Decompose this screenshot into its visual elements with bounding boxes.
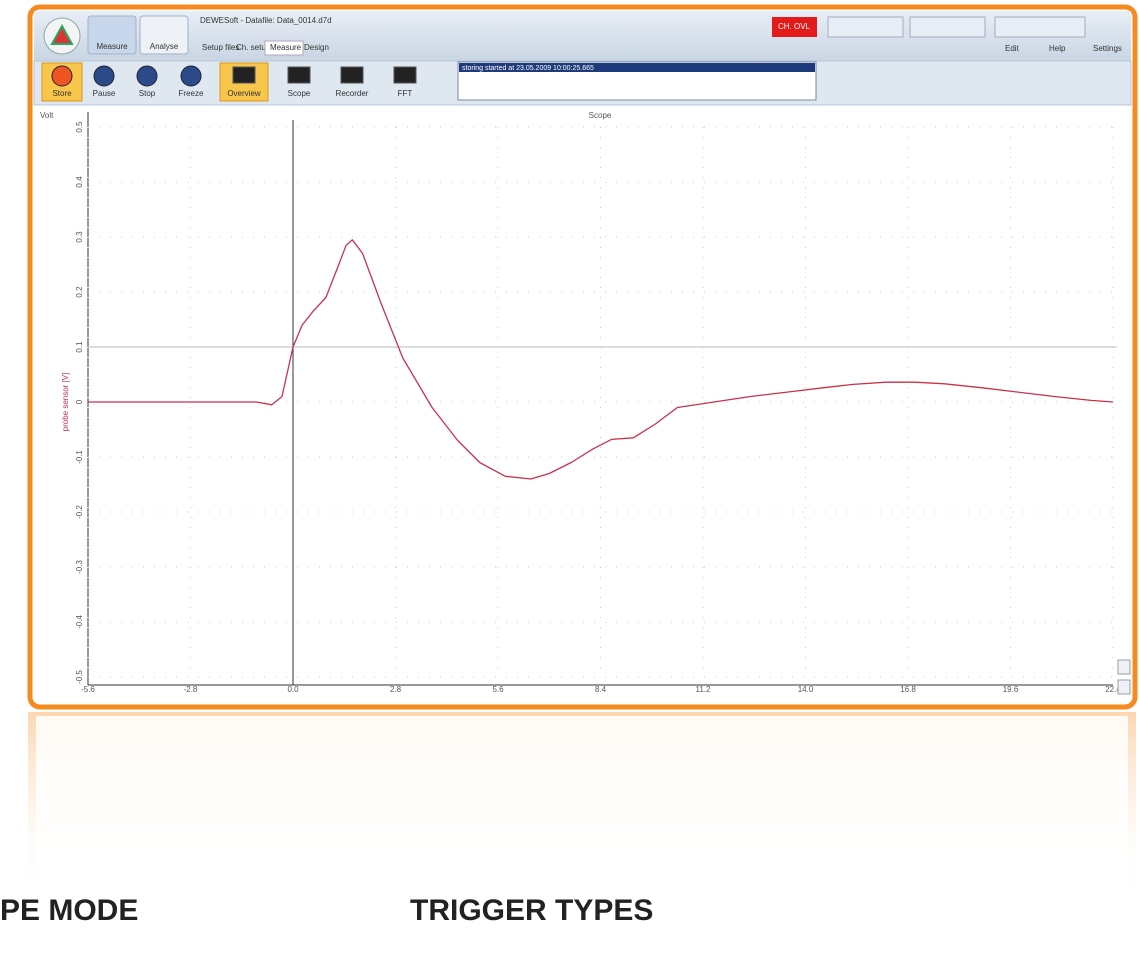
y-tick-label: -0.3 — [75, 560, 84, 574]
toolbar-icon — [393, 66, 417, 84]
x-tick-label: 22.4 — [1105, 685, 1121, 694]
toolbar-icon — [51, 65, 73, 87]
header-link[interactable]: Help — [1049, 44, 1066, 53]
x-tick-label: 19.6 — [1003, 685, 1019, 694]
y-tick-label: 0.4 — [75, 176, 84, 188]
x-tick-label: -2.8 — [184, 685, 198, 694]
x-tick-label: 8.4 — [595, 685, 607, 694]
y-tick-label: -0.4 — [75, 615, 84, 629]
tab[interactable]: Setup files — [202, 43, 239, 52]
zoom-control[interactable] — [1117, 679, 1131, 695]
main-button-label: Measure — [96, 42, 128, 51]
x-tick-label: 0.0 — [287, 685, 299, 694]
toolbar-label[interactable]: Pause — [93, 89, 116, 98]
toolbar-label[interactable]: Scope — [288, 89, 311, 98]
unit-label: Volt — [40, 111, 54, 120]
x-tick-label: -5.6 — [81, 685, 95, 694]
toolbar-label[interactable]: Freeze — [179, 89, 204, 98]
status-clock — [909, 16, 986, 38]
caption: PE MODE — [0, 894, 138, 927]
toolbar-icon — [340, 66, 364, 84]
reflection-inner — [36, 716, 1128, 896]
message-text: storing started at 23.05.2009 10:00:25.6… — [462, 65, 594, 72]
main-button[interactable] — [139, 15, 189, 55]
overload-text: CH. OVL — [778, 22, 811, 31]
main-button-label: Analyse — [150, 42, 179, 51]
toolbar-icon — [136, 65, 158, 87]
zoom-control[interactable] — [1117, 659, 1131, 675]
toolbar-icon — [232, 66, 256, 84]
y-tick-label: 0 — [75, 399, 84, 404]
toolbar-icon — [93, 65, 115, 87]
toolbar-label[interactable]: Recorder — [336, 89, 369, 98]
header-link[interactable]: Edit — [1005, 44, 1020, 53]
toolbar-icon — [180, 65, 202, 87]
message-highlight — [459, 63, 815, 72]
main-button[interactable] — [87, 15, 137, 55]
y-tick-label: -0.5 — [75, 670, 84, 684]
overload-indicator — [772, 17, 817, 37]
x-tick-label: 5.6 — [492, 685, 504, 694]
window-title: DEWESoft - Datafile: Data_0014.d7d — [200, 16, 332, 25]
tab[interactable]: Design — [304, 43, 329, 52]
y-tick-label: -0.2 — [75, 505, 84, 519]
tab[interactable]: Ch. setup — [236, 43, 271, 52]
status-disk — [994, 16, 1086, 38]
y-tick-label: -0.1 — [75, 450, 84, 464]
toolbar-label[interactable]: Stop — [139, 89, 156, 98]
toolbar-icon — [287, 66, 311, 84]
y-tick-label: 0.2 — [75, 286, 84, 298]
logo-icon — [50, 23, 74, 45]
y-tick-label: 0.3 — [75, 231, 84, 243]
toolbar-label[interactable]: Store — [52, 89, 72, 98]
x-tick-label: 2.8 — [390, 685, 402, 694]
window-frame — [27, 4, 1138, 710]
caption: TRIGGER TYPES — [410, 894, 653, 927]
series-line — [88, 239, 1114, 480]
header-link[interactable]: Settings — [1093, 44, 1122, 53]
y-tick-label: 0.5 — [75, 121, 84, 133]
tab-active[interactable] — [264, 40, 304, 56]
x-tick-label: 14.0 — [798, 685, 814, 694]
y-axis-label: probe sensor [V] — [61, 373, 70, 432]
chart-title: Scope — [589, 111, 612, 120]
toolbar-label[interactable]: Overview — [227, 89, 261, 98]
x-tick-label: 16.8 — [900, 685, 916, 694]
toolbar-label[interactable]: FFT — [398, 89, 413, 98]
tab[interactable]: Measure — [270, 43, 302, 52]
y-tick-label: 0.1 — [75, 341, 84, 353]
status-cpu — [827, 16, 904, 38]
x-tick-label: 11.2 — [696, 685, 712, 694]
